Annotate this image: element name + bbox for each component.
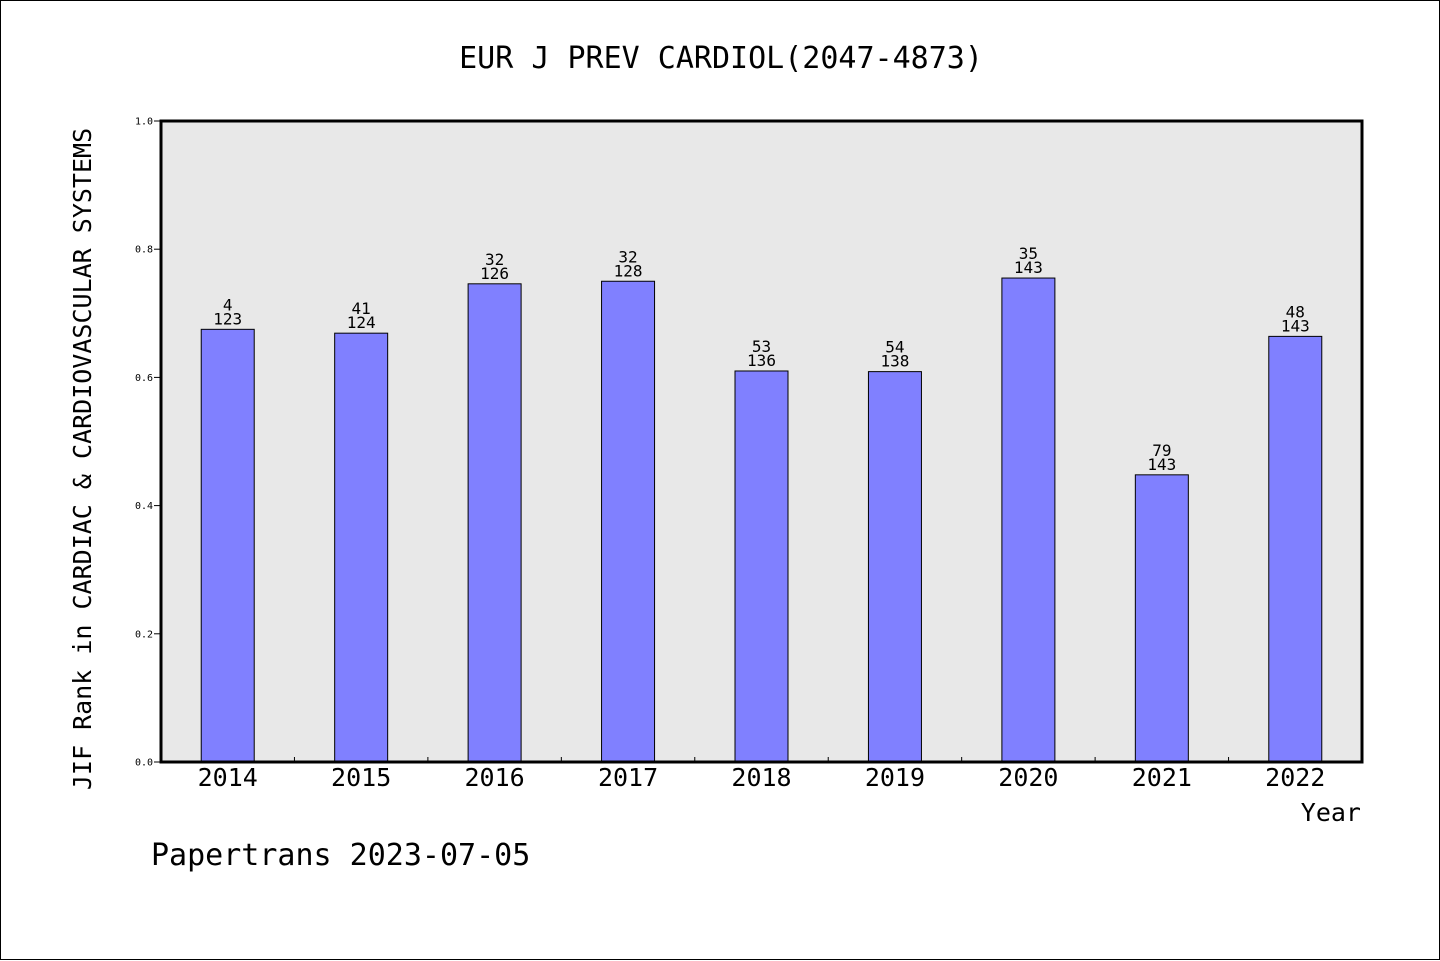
data-label-total: 143 (1014, 258, 1043, 277)
y-tick-label: 0.2 (135, 629, 153, 640)
data-label-rank: 32 (485, 250, 504, 269)
data-label-total: 124 (347, 313, 376, 332)
data-label-rank: 79 (1152, 441, 1171, 460)
y-tick-label: 0.0 (135, 758, 153, 769)
bar-2022 (1268, 335, 1323, 763)
y-tick-label: 0.6 (135, 373, 153, 384)
x-tick-label: 2015 (331, 763, 391, 792)
y-axis-label: JIF Rank in CARDIAC & CARDIOVASCULAR SYS… (68, 128, 97, 790)
plot-border (159, 119, 1364, 764)
data-label-rank: 53 (752, 337, 771, 356)
x-tick-label: 2020 (998, 763, 1058, 792)
x-tick-label: 2021 (1132, 763, 1192, 792)
data-label-rank: 4 (223, 295, 233, 314)
chart-title: EUR J PREV CARDIOL(2047-4873) (459, 41, 983, 76)
data-label-rank: 32 (618, 247, 637, 266)
bar-2015 (334, 332, 389, 763)
data-label-rank: 54 (885, 338, 904, 357)
x-axis: 2014 2015 2016 2017 2018 2019 2020 2021 2022 (198, 757, 1325, 792)
data-label-total: 128 (614, 261, 643, 280)
data-label-total: 138 (880, 352, 909, 371)
bar-2018 (734, 370, 789, 763)
data-label-rank: 41 (352, 299, 371, 318)
x-tick-label: 2018 (731, 763, 791, 792)
bar-2016 (467, 283, 522, 763)
data-label-total: 143 (1147, 455, 1176, 474)
data-label-total: 143 (1281, 316, 1310, 335)
data-label-total: 136 (747, 351, 776, 370)
bar-2021 (1134, 474, 1189, 763)
y-tick-label: 0.4 (135, 501, 153, 512)
y-tick-label: 0.8 (135, 245, 153, 256)
footer-credit: Papertrans 2023-07-05 (151, 838, 530, 873)
x-axis-label: Year (1301, 798, 1361, 827)
data-label-rank: 48 (1286, 302, 1305, 321)
bars-group: 4123411243212632128531365413835143791434… (200, 244, 1323, 763)
data-label-total: 126 (480, 264, 509, 283)
y-axis: 0.0 0.2 0.4 0.6 0.8 1.0 (135, 117, 161, 769)
bar-2014 (200, 328, 255, 763)
x-tick-label: 2019 (865, 763, 925, 792)
x-tick-label: 2022 (1265, 763, 1325, 792)
bar-2020 (1001, 277, 1056, 763)
y-tick-label: 1.0 (135, 117, 153, 128)
x-tick-label: 2017 (598, 763, 658, 792)
bar-2017 (601, 280, 656, 763)
data-label-total: 123 (213, 309, 242, 328)
x-tick-label: 2014 (198, 763, 258, 792)
data-label-rank: 35 (1019, 244, 1038, 263)
bar-2019 (867, 371, 922, 763)
x-tick-label: 2016 (465, 763, 525, 792)
